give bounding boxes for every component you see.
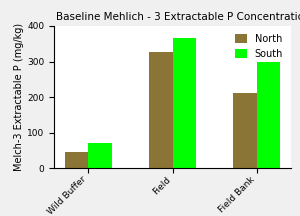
Bar bbox=[233, 93, 257, 168]
Legend: North, South: North, South bbox=[232, 31, 286, 62]
Bar bbox=[172, 38, 196, 168]
Bar bbox=[88, 143, 112, 168]
Text: Baseline Mehlich - 3 Extractable P Concentrations in Farm: Baseline Mehlich - 3 Extractable P Conce… bbox=[56, 12, 300, 22]
Bar bbox=[149, 52, 172, 168]
Y-axis label: Melch-3 Extractable P (mg/kg): Melch-3 Extractable P (mg/kg) bbox=[14, 23, 24, 171]
Bar bbox=[65, 152, 88, 168]
Bar bbox=[257, 62, 280, 168]
